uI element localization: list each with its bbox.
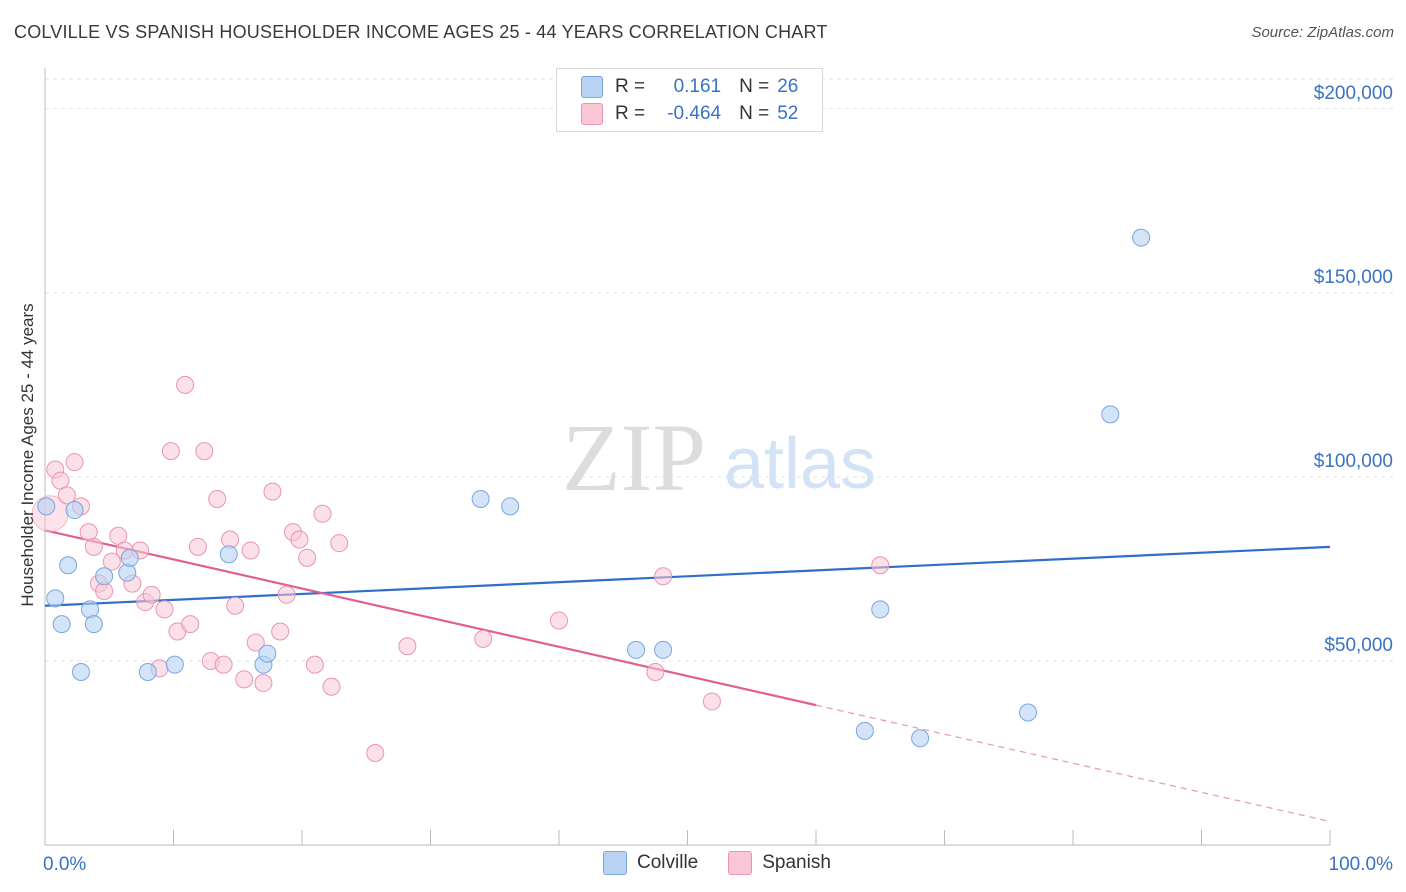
spanish-trend-line	[44, 529, 817, 707]
colville-point	[627, 640, 646, 659]
n-label: N =	[739, 103, 770, 124]
colville-point	[258, 644, 277, 663]
spanish-point	[176, 375, 195, 394]
legend-label-spanish: Spanish	[762, 852, 831, 873]
spanish-point	[298, 548, 317, 567]
spanish-point	[290, 530, 309, 549]
correlation-legend: R = 0.161 N = 26 R = -0.464 N = 52	[556, 68, 823, 132]
spanish-point	[208, 489, 227, 508]
colville-point	[501, 497, 520, 516]
r-value: 0.161	[673, 76, 722, 97]
colville-point	[37, 497, 56, 516]
y-tick-label: $50,000	[1324, 635, 1393, 656]
colville-swatch	[581, 76, 603, 98]
colville-point	[80, 600, 99, 619]
y-axis-label: Householder Income Ages 25 - 44 years	[18, 303, 37, 607]
spanish-point	[254, 674, 273, 693]
colville-point	[471, 489, 490, 508]
spanish-point	[398, 637, 417, 656]
colville-point	[855, 721, 874, 740]
spanish-point	[195, 442, 214, 461]
colville-point	[1132, 228, 1151, 247]
colville-point	[65, 501, 84, 520]
spanish-point	[322, 677, 341, 696]
legend-row-colville: R = 0.161 N = 26	[581, 75, 798, 99]
watermark-atlas: atlas	[724, 424, 876, 504]
colville-swatch	[603, 851, 627, 875]
spanish-point	[65, 453, 84, 472]
spanish-point	[142, 585, 161, 604]
spanish-point	[330, 534, 349, 553]
n-value: 26	[777, 76, 799, 97]
spanish-point	[181, 615, 200, 634]
colville-point	[71, 662, 90, 681]
colville-point	[911, 729, 930, 748]
spanish-point	[271, 622, 290, 641]
spanish-point	[188, 537, 207, 556]
legend-row-spanish: R = -0.464 N = 52	[581, 102, 798, 126]
colville-point	[95, 567, 114, 586]
watermark: ZIP atlas	[562, 404, 876, 511]
spanish-point	[871, 556, 890, 575]
legend-item-spanish: Spanish	[728, 851, 831, 875]
spanish-point	[277, 585, 296, 604]
spanish-point	[226, 596, 245, 615]
y-tick-label: $100,000	[1314, 451, 1393, 472]
colville-point	[46, 589, 65, 608]
spanish-point	[654, 567, 673, 586]
r-value: -0.464	[667, 103, 722, 124]
colville-point	[654, 640, 673, 659]
colville-point	[59, 556, 78, 575]
colville-point	[120, 548, 139, 567]
spanish-point	[366, 743, 385, 762]
spanish-point	[102, 552, 121, 571]
n-value: 52	[777, 103, 799, 124]
spanish-point	[305, 655, 324, 674]
source-label: Source: ZipAtlas.com	[1251, 24, 1394, 41]
x-tick-label: 0.0%	[43, 854, 86, 875]
legend-item-colville: Colville	[603, 851, 698, 875]
spanish-point	[702, 692, 721, 711]
legend-label-colville: Colville	[637, 852, 699, 873]
colville-point	[165, 655, 184, 674]
colville-point	[138, 662, 157, 681]
colville-point	[871, 600, 890, 619]
spanish-point	[646, 662, 665, 681]
chart-title: COLVILLE VS SPANISH HOUSEHOLDER INCOME A…	[14, 22, 828, 42]
n-label: N =	[739, 76, 770, 97]
y-tick-label: $200,000	[1314, 83, 1393, 104]
spanish-point	[474, 629, 493, 648]
y-tick-label: $150,000	[1314, 267, 1393, 288]
colville-point	[52, 615, 71, 634]
spanish-point	[263, 482, 282, 501]
spanish-point	[235, 670, 254, 689]
spanish-point	[155, 600, 174, 619]
colville-point	[84, 615, 103, 634]
spanish-point	[241, 541, 260, 560]
x-tick-label: 100.0%	[1329, 854, 1394, 875]
colville-point	[1019, 703, 1038, 722]
spanish-point	[161, 442, 180, 461]
colville-point	[118, 563, 137, 582]
spanish-point	[246, 633, 265, 652]
spanish-swatch	[581, 103, 603, 125]
r-label: R =	[615, 103, 646, 124]
series-legend: Colville Spanish	[603, 851, 861, 875]
spanish-point	[313, 504, 332, 523]
colville-point	[219, 545, 238, 564]
spanish-point	[84, 537, 103, 556]
spanish-point	[214, 655, 233, 674]
colville-trend-line	[44, 545, 1331, 607]
spanish-point	[550, 611, 568, 630]
watermark-zip: ZIP	[562, 404, 706, 511]
spanish-point	[57, 486, 76, 505]
r-label: R =	[615, 76, 646, 97]
spanish-swatch	[728, 851, 753, 875]
spanish-trend-extension	[815, 704, 1331, 823]
colville-point	[1101, 405, 1120, 424]
